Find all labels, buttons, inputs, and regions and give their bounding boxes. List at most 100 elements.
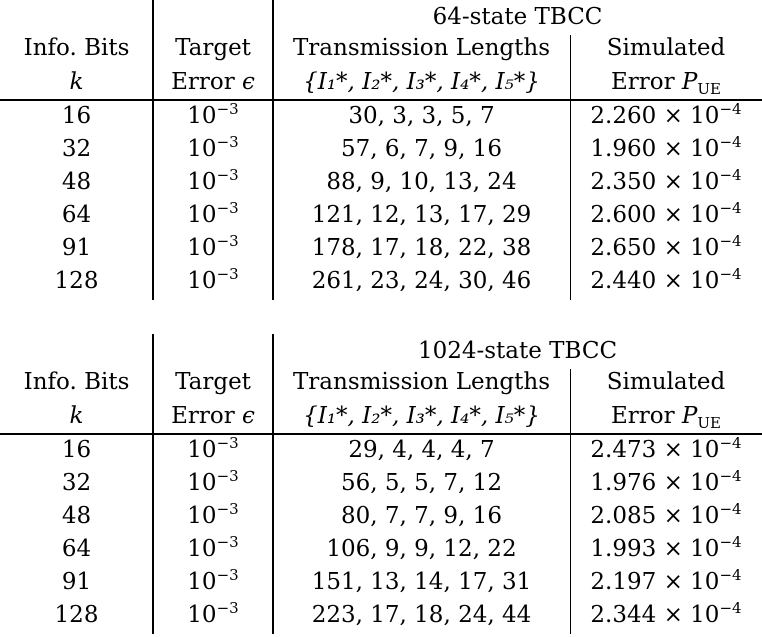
cell-pue: 2.473 × 10−4 xyxy=(570,434,762,467)
cell-target: 10−3 xyxy=(153,265,273,298)
header-info-bits: Info. Bits xyxy=(23,369,130,395)
mantissa: 2.600 × 10 xyxy=(590,202,720,228)
exp: −3 xyxy=(216,265,239,283)
p-symbol: P xyxy=(681,403,698,429)
base: 10 xyxy=(187,602,217,628)
header-k: k xyxy=(69,69,84,95)
exp: −3 xyxy=(216,232,239,250)
cell-k: 64 xyxy=(61,536,92,562)
cell-target: 10−3 xyxy=(153,199,273,232)
mantissa: 2.350 × 10 xyxy=(590,169,720,195)
header-target: Target xyxy=(175,35,251,61)
exp: −3 xyxy=(216,166,239,184)
exp: −4 xyxy=(719,467,742,485)
exp: −3 xyxy=(216,100,239,118)
cell-target: 10−3 xyxy=(153,566,273,599)
table-64-state: 64-state TBCC Info. Bits k Target Error … xyxy=(0,0,762,300)
cell-target: 10−3 xyxy=(153,166,273,199)
exp: −4 xyxy=(719,199,742,217)
header-rule xyxy=(0,99,762,101)
header-rule xyxy=(0,433,762,435)
cell-pue: 2.350 × 10−4 xyxy=(570,166,762,199)
exp: −3 xyxy=(216,133,239,151)
cell-target: 10−3 xyxy=(153,100,273,133)
cell-lengths: 56, 5, 5, 7, 12 xyxy=(341,470,502,496)
cell-lengths: 88, 9, 10, 13, 24 xyxy=(326,169,517,195)
cell-pue: 1.976 × 10−4 xyxy=(570,467,762,500)
header-info-bits: Info. Bits xyxy=(23,35,130,61)
cell-k: 16 xyxy=(61,437,92,463)
cell-k: 48 xyxy=(61,503,92,529)
exp: −3 xyxy=(216,566,239,584)
base: 10 xyxy=(187,536,217,562)
cell-pue: 2.650 × 10−4 xyxy=(570,232,762,265)
exp: −4 xyxy=(719,500,742,518)
cell-k: 48 xyxy=(61,169,92,195)
header-text: Error xyxy=(610,69,682,95)
cell-target: 10−3 xyxy=(153,533,273,566)
header-simulated: Simulated xyxy=(606,35,726,61)
mantissa: 2.650 × 10 xyxy=(590,235,720,261)
cell-pue: 1.993 × 10−4 xyxy=(570,533,762,566)
ue-subscript: UE xyxy=(697,414,721,432)
mantissa: 1.976 × 10 xyxy=(590,470,720,496)
mantissa: 2.197 × 10 xyxy=(590,569,720,595)
cell-target: 10−3 xyxy=(153,467,273,500)
table-body: 64-state TBCC Info. Bits k Target Error … xyxy=(0,0,762,300)
cell-lengths: 30, 3, 3, 5, 7 xyxy=(348,103,495,129)
cell-lengths: 80, 7, 7, 9, 16 xyxy=(341,503,502,529)
cell-pue: 1.960 × 10−4 xyxy=(570,133,762,166)
cell-k: 91 xyxy=(61,569,92,595)
cell-lengths: 151, 13, 14, 17, 31 xyxy=(311,569,532,595)
cell-k: 91 xyxy=(61,235,92,261)
table-title: 1024-state TBCC xyxy=(417,338,618,364)
header-target: Target xyxy=(175,369,251,395)
exp: −4 xyxy=(719,133,742,151)
exp: −3 xyxy=(216,467,239,485)
cell-lengths: 223, 17, 18, 24, 44 xyxy=(311,602,532,628)
cell-k: 64 xyxy=(61,202,92,228)
exp: −3 xyxy=(216,599,239,617)
base: 10 xyxy=(187,136,217,162)
table-body: 1024-state TBCC Info. Bits k Target Erro… xyxy=(0,334,762,634)
cell-lengths: 178, 17, 18, 22, 38 xyxy=(311,235,532,261)
cell-pue: 2.600 × 10−4 xyxy=(570,199,762,232)
column-divider xyxy=(152,334,154,634)
cell-pue: 2.260 × 10−4 xyxy=(570,100,762,133)
column-divider xyxy=(272,334,274,634)
base: 10 xyxy=(187,503,217,529)
table-title: 64-state TBCC xyxy=(432,4,603,30)
mantissa: 2.440 × 10 xyxy=(590,268,720,294)
table-1024-state: 1024-state TBCC Info. Bits k Target Erro… xyxy=(0,334,762,634)
mantissa: 2.260 × 10 xyxy=(590,103,720,129)
header-transmission-lengths: Transmission Lengths xyxy=(292,369,551,395)
header-transmission-lengths: Transmission Lengths xyxy=(292,35,551,61)
base: 10 xyxy=(187,437,217,463)
exp: −3 xyxy=(216,500,239,518)
header-text: Error xyxy=(610,403,682,429)
base: 10 xyxy=(187,470,217,496)
cell-lengths: 261, 23, 24, 30, 46 xyxy=(311,268,532,294)
cell-target: 10−3 xyxy=(153,434,273,467)
base: 10 xyxy=(187,268,217,294)
cell-lengths: 57, 6, 7, 9, 16 xyxy=(341,136,502,162)
base: 10 xyxy=(187,235,217,261)
base: 10 xyxy=(187,169,217,195)
exp: −3 xyxy=(216,434,239,452)
ue-subscript: UE xyxy=(697,80,721,98)
cell-k: 128 xyxy=(54,602,99,628)
cell-k: 32 xyxy=(61,470,92,496)
column-divider xyxy=(272,0,274,300)
cell-target: 10−3 xyxy=(153,500,273,533)
column-divider xyxy=(570,369,571,634)
exp: −4 xyxy=(719,533,742,551)
cell-pue: 2.197 × 10−4 xyxy=(570,566,762,599)
header-simulated: Simulated xyxy=(606,369,726,395)
cell-target: 10−3 xyxy=(153,133,273,166)
epsilon-symbol: ϵ xyxy=(242,403,255,429)
column-divider xyxy=(570,35,571,300)
base: 10 xyxy=(187,103,217,129)
exp: −3 xyxy=(216,199,239,217)
mantissa: 2.473 × 10 xyxy=(590,437,720,463)
mantissa: 1.993 × 10 xyxy=(590,536,720,562)
